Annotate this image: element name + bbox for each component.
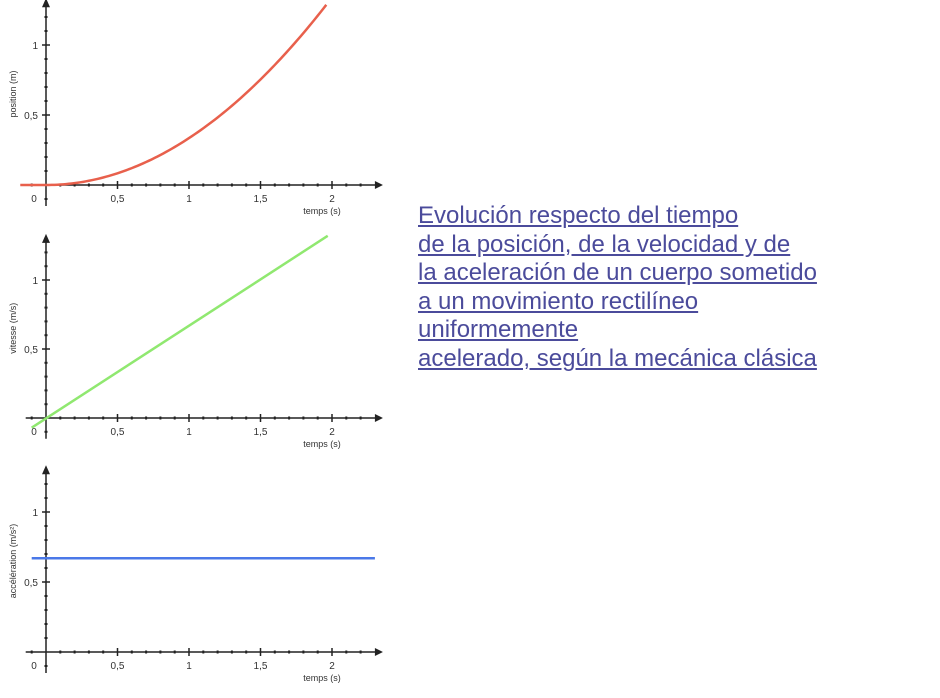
- y-tick-label: 0,5: [24, 345, 38, 356]
- x-tick-label: 0: [31, 194, 37, 205]
- y-tick-label: 1: [32, 276, 38, 287]
- y-axis-label: vitesse (m/s): [8, 303, 18, 354]
- x-tick-label: 0,5: [111, 661, 125, 672]
- x-tick-label: 0: [31, 427, 37, 438]
- caption-line: acelerado, según la mecánica clásica: [418, 344, 817, 372]
- charts: 0 0,5 1 1,5 2 0,5 1 temps (s) position (m) 0 0,5 1 1…: [8, 0, 383, 683]
- x-tick-label: 0,5: [111, 194, 125, 205]
- x-tick-label: 1,5: [254, 427, 268, 438]
- x-axis-label: temps (s): [303, 206, 341, 216]
- y-tick-label: 1: [32, 41, 38, 52]
- chart-1: 0 0,5 1 1,5 2 0,5 1 temps (s) position (m): [8, 0, 383, 216]
- y-axis-arrow: [42, 233, 50, 243]
- caption-link[interactable]: Evolución respecto del tiempo de la posi…: [418, 202, 817, 374]
- x-axis-arrow: [374, 648, 383, 656]
- y-tick-label: 1: [32, 508, 38, 519]
- caption-line: la aceleración de un cuerpo sometido: [418, 259, 817, 287]
- x-tick-label: 2: [329, 194, 335, 205]
- x-tick-label: 1: [186, 427, 192, 438]
- x-tick-label: 2: [329, 661, 335, 672]
- x-axis-label: temps (s): [303, 439, 341, 449]
- caption-line: de la posición, de la velocidad y de: [418, 230, 791, 258]
- x-tick-label: 2: [329, 427, 335, 438]
- x-axis-arrow: [374, 181, 383, 189]
- caption-line: a un movimiento rectilíneo: [418, 287, 699, 315]
- chart-2: 0 0,5 1 1,5 2 0,5 1 temps (s) vitesse (m/s): [8, 233, 383, 449]
- y-axis-label: accélération (m/s²): [8, 524, 18, 599]
- y-axis-arrow: [42, 465, 50, 475]
- x-tick-label: 0: [31, 661, 37, 672]
- x-tick-label: 1: [186, 661, 192, 672]
- series-line: [20, 4, 328, 187]
- x-axis-label: temps (s): [303, 673, 341, 683]
- y-tick-label: 0,5: [24, 111, 38, 122]
- chart-3: 0 0,5 1 1,5 2 0,5 1 temps (s) accélération (m/s²…: [8, 465, 383, 683]
- x-axis-arrow: [374, 414, 383, 422]
- x-tick-label: 0,5: [111, 427, 125, 438]
- caption-line: uniformemente: [418, 316, 579, 344]
- series-line: [31, 234, 329, 429]
- y-axis-label: position (m): [8, 70, 18, 117]
- y-tick-label: 0,5: [24, 578, 38, 589]
- caption-line: Evolución respecto del tiempo: [418, 202, 739, 229]
- x-tick-label: 1: [186, 194, 192, 205]
- x-tick-label: 1,5: [254, 661, 268, 672]
- y-axis-arrow: [42, 0, 50, 8]
- x-tick-label: 1,5: [254, 194, 268, 205]
